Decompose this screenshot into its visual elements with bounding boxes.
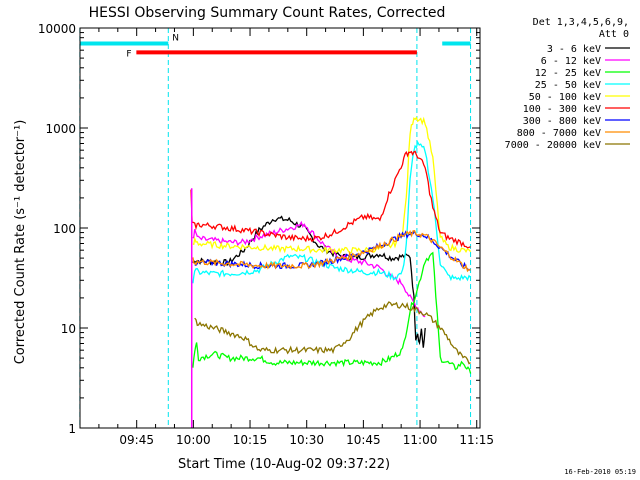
x-tick-label: 10:45 (346, 433, 381, 447)
legend-label: 3 - 6 keV (547, 44, 601, 55)
y-tick-label: 1000 (45, 122, 76, 136)
legend-label: 50 - 100 keV (529, 92, 601, 103)
series-line-0 (192, 215, 426, 348)
x-tick-label: 11:15 (459, 433, 494, 447)
series-line-5 (190, 150, 471, 249)
x-tick-label: 10:30 (289, 433, 324, 447)
x-tick-label: 10:15 (233, 433, 268, 447)
series-line-1 (192, 220, 426, 318)
x-tick-label: 09:45 (119, 433, 154, 447)
annotations: NF (79, 28, 472, 428)
x-tick-label: 11:00 (403, 433, 438, 447)
plot-frame (79, 27, 481, 429)
legend-label: 25 - 50 keV (535, 80, 601, 91)
series-line-4 (192, 116, 472, 255)
series-line-2 (192, 251, 472, 374)
series-layer (190, 116, 472, 428)
y-tick-label: 10 (61, 322, 76, 336)
y-tick-label: 10000 (38, 22, 76, 36)
y-tick-label: 100 (53, 222, 76, 236)
chart-title: HESSI Observing Summary Count Rates, Cor… (89, 5, 446, 21)
y-axis-label: Corrected Count Rate (s⁻¹ detector⁻¹) (13, 120, 28, 365)
flare-label: F (126, 49, 131, 59)
legend-label: 6 - 12 keV (541, 56, 601, 67)
legend-label: 12 - 25 keV (535, 68, 601, 79)
night-label: N (172, 33, 179, 43)
x-tick-label: 10:00 (176, 433, 211, 447)
series-line-8 (194, 301, 471, 365)
legend-label: 800 - 7000 keV (517, 128, 601, 139)
series-line-7 (192, 229, 471, 273)
axis-ticks: 09:45 10:00 10:15 10:30 10:45 11:00 11:15 1 10 10… (38, 22, 494, 447)
legend-label: 7000 - 20000 keV (505, 140, 601, 151)
timestamp: 16-Feb-2010 05:19 (564, 468, 636, 476)
y-tick-label: 1 (68, 422, 76, 436)
legend-label: 100 - 300 keV (523, 104, 601, 115)
legend-header-line1: Det 1,3,4,5,6,9, (533, 17, 629, 28)
series-line-3 (192, 140, 472, 284)
legend-label: 300 - 800 keV (523, 116, 601, 127)
legend-header-line2: Att 0 (599, 29, 629, 40)
x-axis-label: Start Time (10-Aug-02 09:37:22) (178, 457, 390, 472)
